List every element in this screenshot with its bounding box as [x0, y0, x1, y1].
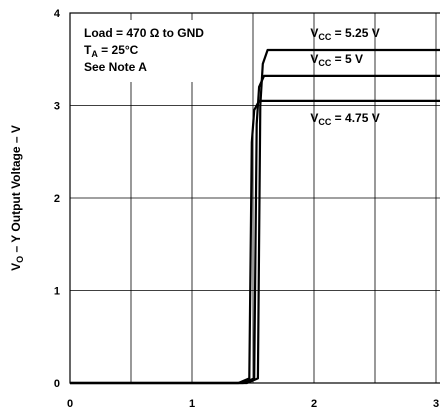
y-tick-label: 0: [54, 378, 60, 390]
series-group: [70, 48, 440, 385]
plot-frame: [69, 12, 440, 384]
tick-labels: 0 1 2 3 4 0 1 2 3: [54, 8, 439, 410]
y-axis-label: VO – Y Output Voltage – V: [9, 125, 25, 271]
x-tick-label: 2: [311, 398, 317, 410]
condition-note: See Note A: [84, 60, 147, 74]
y-tick-label: 2: [54, 193, 60, 205]
x-tick-label: 3: [433, 398, 439, 410]
x-tick-label: 1: [189, 398, 195, 410]
series-label-2: VCC = 4.75 V: [310, 111, 379, 127]
x-tick-label: 0: [67, 398, 73, 410]
conditions-box: [78, 20, 246, 82]
series-line-2: [70, 99, 440, 385]
series-labels: VCC = 5.25 V VCC = 5 V VCC = 4.75 V: [310, 26, 379, 127]
condition-load: Load = 470 Ω to GND: [84, 26, 204, 40]
y-tick-label: 4: [54, 8, 61, 20]
series-line-1: [70, 74, 440, 385]
y-tick-label: 3: [54, 101, 60, 113]
condition-temperature: TA = 25°C: [84, 43, 139, 59]
series-line-0: [70, 48, 440, 385]
y-tick-label: 1: [54, 286, 60, 298]
series-label-1: VCC = 5 V: [310, 52, 363, 68]
series-label-0: VCC = 5.25 V: [310, 26, 379, 42]
